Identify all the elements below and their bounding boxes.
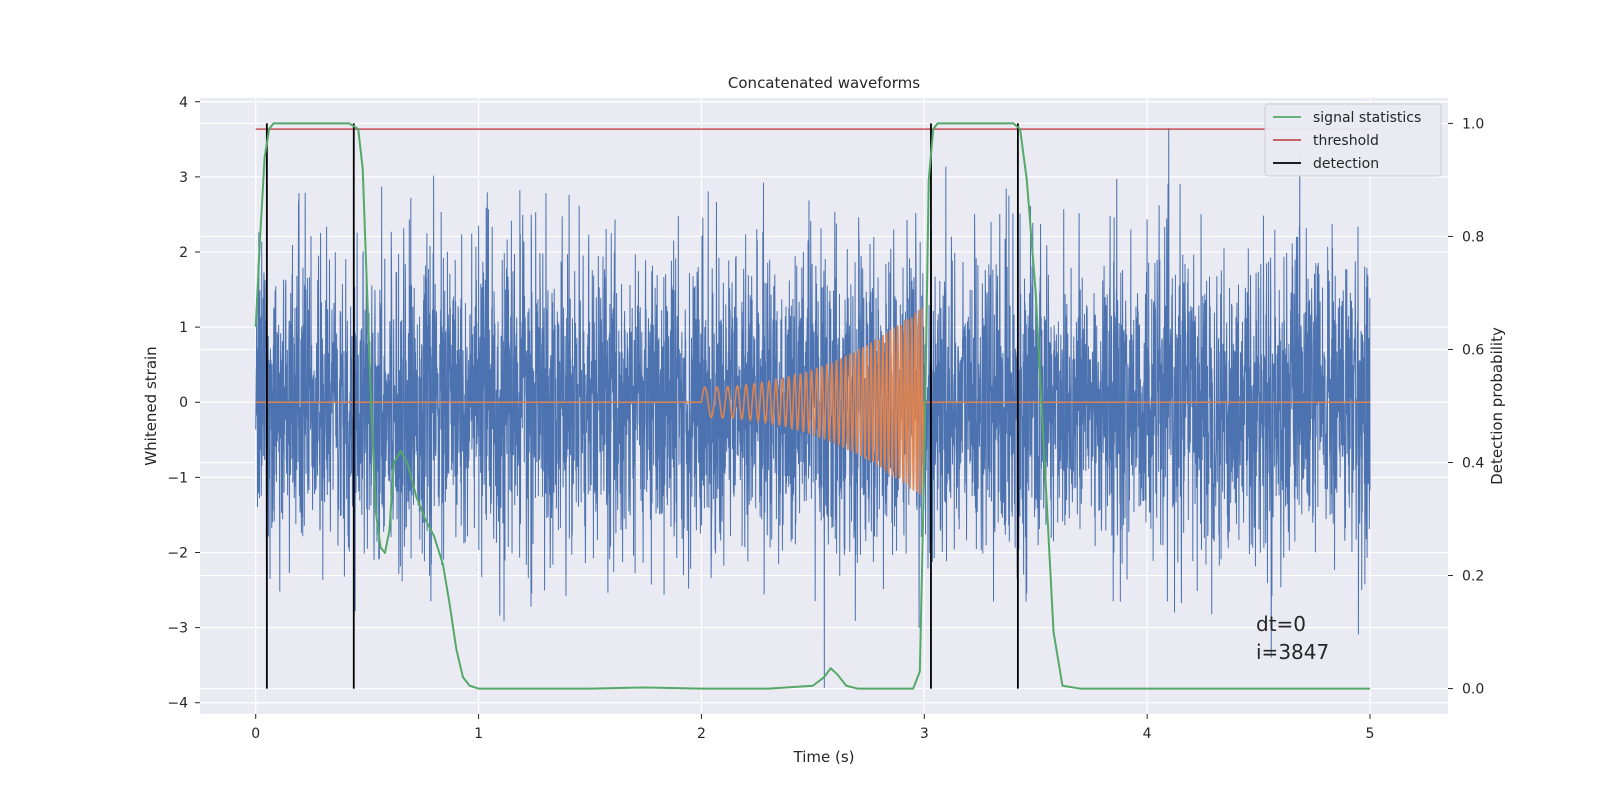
y-right-tick-label: 0.8 [1462,229,1484,245]
legend-label-detection: detection [1313,156,1379,172]
annotation-dt: dt=0 [1256,612,1306,636]
x-tick-label: 5 [1366,726,1375,742]
series-template [255,307,1370,499]
x-tick-label: 1 [474,726,483,742]
y-right-tick-label: 1.0 [1462,116,1484,132]
y-right-tick-label: 0.6 [1462,342,1484,358]
legend-label-threshold: threshold [1313,133,1379,149]
x-tick-label: 2 [697,726,706,742]
y-left-tick-label: 0 [179,395,188,411]
y-left-tick-label: −2 [167,545,188,561]
y-left-tick-label: 1 [179,320,188,336]
y-right-tick-label: 0.4 [1462,456,1484,472]
legend: signal statistics threshold detection [1264,103,1442,177]
legend-box [1264,103,1442,177]
legend-label-signal-statistics: signal statistics [1313,110,1421,126]
series-strain-noise [255,128,1371,688]
chart-marks [254,122,1371,690]
y-left-tick-label: −1 [167,470,188,486]
x-tick-label: 3 [920,726,929,742]
y-left-tick-label: 4 [179,95,188,111]
y-axis-label-left: Whitened strain [142,346,160,465]
series-signal-statistics [254,122,1370,690]
y-left-tick-label: 2 [179,245,188,261]
y-right-tick-label: 0.0 [1462,682,1484,698]
y-left-tick-label: −4 [167,696,188,712]
annotation-index: i=3847 [1256,640,1329,664]
y-right-tick-label: 0.2 [1462,569,1484,585]
x-tick-label: 4 [1143,726,1152,742]
y-left-tick-label: 3 [179,170,188,186]
x-tick-label: 0 [251,726,260,742]
x-axis-label: Time (s) [793,748,855,766]
ticks: 0 1 2 3 4 5 −4 −3 −2 −1 0 1 2 3 4 0.0 0.2 0.4 0.6 0.8 1.0 [167,95,1484,742]
chart-title: Concatenated waveforms [728,74,920,92]
y-axis-label-right: Detection probability [1488,327,1506,485]
y-left-tick-label: −3 [167,621,188,637]
